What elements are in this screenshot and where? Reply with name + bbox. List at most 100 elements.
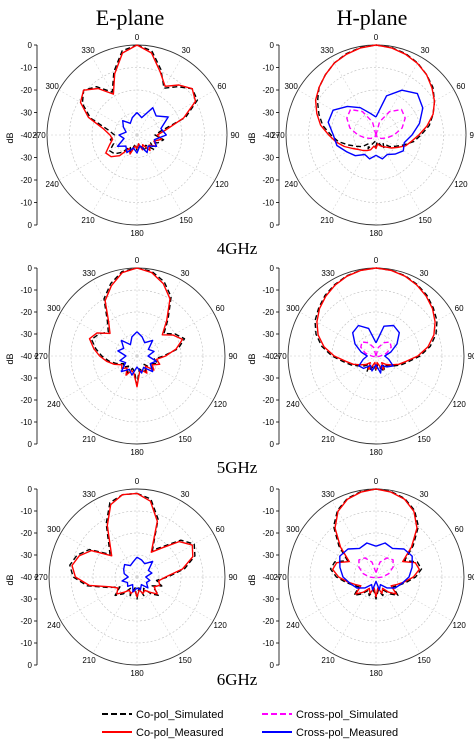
grid-spoke <box>375 134 455 181</box>
grid-spoke <box>299 311 377 357</box>
grid-spoke <box>91 134 138 214</box>
series-cross-pol-measured <box>339 542 413 591</box>
angle-tick-label: 30 <box>421 46 430 55</box>
grid-spoke <box>92 500 138 578</box>
angle-tick-label: 180 <box>369 669 383 678</box>
radial-tick-label: -40 <box>262 131 274 140</box>
radial-tick-label: -10 <box>262 286 274 295</box>
polar-chart-4ghz-h-plane: 0 30 60 90 120 150 180 210 240 270 300 330 0 -10 -20 -3… <box>247 33 474 238</box>
angle-tick-label: 120 <box>454 180 468 189</box>
grid-spoke <box>331 576 377 654</box>
angle-tick-label: 150 <box>179 216 193 225</box>
grid-spoke <box>299 355 377 401</box>
angle-tick-label: 30 <box>182 46 191 55</box>
radial-tick-label: -10 <box>20 418 32 427</box>
grid-spoke <box>299 576 377 622</box>
angle-tick-label: 120 <box>215 180 229 189</box>
grid-spoke <box>92 355 138 433</box>
radial-tick-label: 0 <box>28 221 33 230</box>
grid-spoke <box>375 56 422 136</box>
radial-tick-label: -20 <box>262 529 274 538</box>
radial-tick-label: -30 <box>20 109 32 118</box>
grid-spoke <box>60 311 138 357</box>
radial-axis-label: dB <box>5 353 15 364</box>
angle-tick-label: 180 <box>130 448 144 457</box>
grid-spoke <box>136 279 182 357</box>
grid-spoke <box>60 576 138 622</box>
angle-tick-label: 90 <box>468 573 474 582</box>
grid-spoke <box>60 355 138 401</box>
angle-tick-label: 150 <box>418 216 432 225</box>
angle-tick-label: 180 <box>130 229 144 238</box>
radial-tick-label: -10 <box>20 64 32 73</box>
radial-tick-label: 0 <box>28 661 33 670</box>
radial-tick-label: 0 <box>270 485 275 494</box>
angle-tick-label: 210 <box>81 216 95 225</box>
grid-spoke <box>60 532 138 578</box>
series-co-pol-measured <box>88 267 184 388</box>
radial-tick-label: 0 <box>270 221 275 230</box>
series-co-pol-simulated <box>329 488 423 600</box>
radial-tick-label: -30 <box>20 330 32 339</box>
radial-axis-label: dB <box>247 353 257 364</box>
angle-tick-label: 240 <box>284 180 298 189</box>
grid-spoke <box>58 89 138 136</box>
grid-spoke <box>375 500 421 578</box>
angle-tick-label: 120 <box>452 400 466 409</box>
grid-spoke <box>136 355 214 401</box>
grid-spoke <box>331 279 377 357</box>
radial-tick-label: -10 <box>262 199 274 208</box>
angle-tick-label: 30 <box>420 490 429 499</box>
grid-spoke <box>58 134 138 181</box>
grid-spoke <box>136 576 182 654</box>
radial-tick-label: -40 <box>262 573 274 582</box>
series-cross-pol-simulated <box>346 108 406 140</box>
radial-tick-label: -10 <box>262 507 274 516</box>
grid-spoke <box>136 500 182 578</box>
grid-spoke <box>330 56 377 136</box>
angle-tick-label: 90 <box>468 352 474 361</box>
angle-tick-label: 330 <box>82 490 96 499</box>
angle-tick-label: 0 <box>135 256 140 265</box>
radial-tick-label: -30 <box>20 374 32 383</box>
polar-chart-6ghz-e-plane: 0 30 60 90 120 150 180 210 240 270 300 330 0 -10 -20 -3… <box>5 477 238 678</box>
polar-chart-5ghz-h-plane: 0 30 60 90 120 150 180 210 240 270 300 330 0 -10 -20 -3… <box>247 256 474 457</box>
legend-item-cross-pol-measured: Cross-pol_Measured <box>262 727 398 739</box>
angle-tick-label: 90 <box>229 573 238 582</box>
angle-tick-label: 240 <box>47 621 61 630</box>
series-co-pol-measured <box>71 492 194 598</box>
angle-tick-label: 270 <box>34 573 48 582</box>
radial-tick-label: -40 <box>20 352 32 361</box>
angle-tick-label: 180 <box>130 669 144 678</box>
legend-label: Cross-pol_Measured <box>296 727 398 739</box>
angle-tick-label: 330 <box>82 269 96 278</box>
radial-axis-label: dB <box>5 132 15 143</box>
angle-tick-label: 30 <box>181 490 190 499</box>
grid-spoke <box>136 355 182 433</box>
radial-tick-label: -40 <box>262 352 274 361</box>
angle-tick-label: 330 <box>81 46 95 55</box>
grid-spoke <box>331 355 377 433</box>
angle-tick-label: 150 <box>178 435 192 444</box>
grid-spoke <box>299 532 377 578</box>
grid-spoke <box>375 576 453 622</box>
radial-tick-label: 0 <box>270 264 275 273</box>
grid-spoke <box>136 532 214 578</box>
angle-tick-label: 330 <box>320 46 334 55</box>
angle-tick-label: 270 <box>32 131 46 140</box>
grid-spoke <box>375 311 453 357</box>
grid-spoke <box>330 134 377 214</box>
radial-tick-label: -20 <box>20 617 32 626</box>
angle-tick-label: 330 <box>321 269 335 278</box>
radial-tick-label: -30 <box>262 595 274 604</box>
radial-tick-label: 0 <box>28 485 33 494</box>
angle-tick-label: 240 <box>45 180 59 189</box>
angle-tick-label: 180 <box>369 448 383 457</box>
angle-tick-label: 0 <box>135 477 140 486</box>
series-cross-pol-measured <box>116 107 169 154</box>
grid-spoke <box>136 56 183 136</box>
grid-spoke <box>297 134 377 181</box>
radial-tick-label: -40 <box>20 573 32 582</box>
radial-tick-label: -30 <box>262 374 274 383</box>
angle-tick-label: 270 <box>34 352 48 361</box>
